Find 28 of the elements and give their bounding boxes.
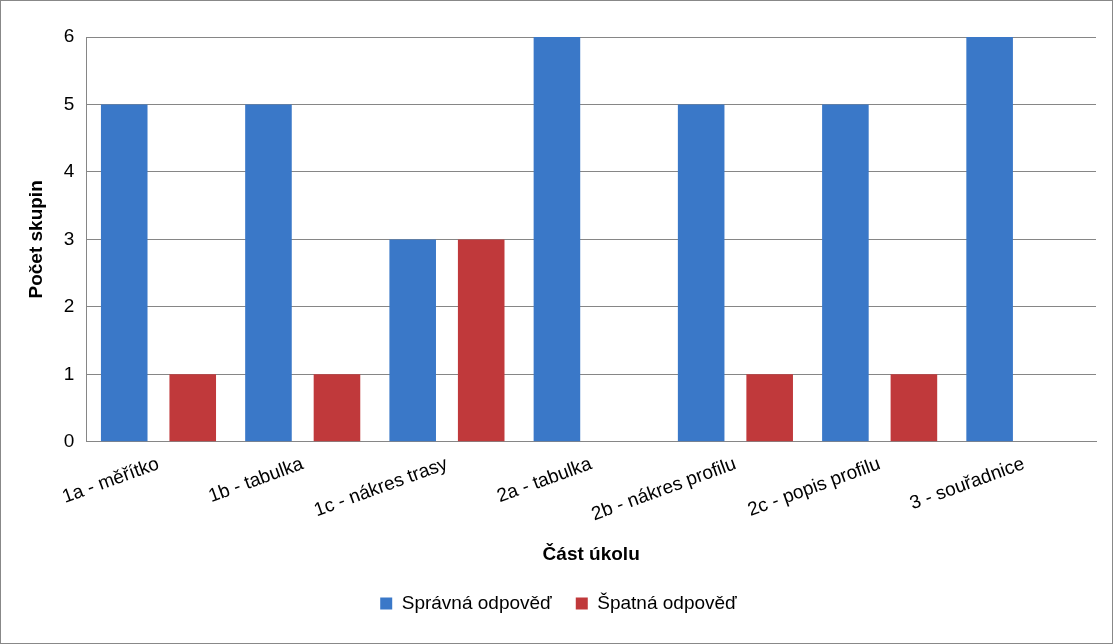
x-tick-label: 1b - tabulka <box>205 452 307 507</box>
bar <box>890 374 938 442</box>
y-tick-label: 6 <box>63 25 75 47</box>
bar <box>677 104 725 442</box>
bar <box>389 239 436 442</box>
bar <box>169 374 217 442</box>
x-axis-title: Část úkolu <box>542 542 640 564</box>
y-tick-label: 4 <box>63 160 75 182</box>
bar <box>457 239 505 442</box>
x-tick-label: 2c - popis profilu <box>744 452 883 520</box>
y-tick-label: 3 <box>63 227 75 249</box>
x-tick-label: 1a - měřítko <box>59 452 162 507</box>
y-axis-title: Počet skupin <box>24 180 46 299</box>
x-tick-label: 2a - tabulka <box>493 452 595 507</box>
x-tick-label: 1c - nákres trasy <box>310 452 451 521</box>
bar <box>313 374 361 442</box>
bar <box>245 104 292 442</box>
bar <box>966 37 1013 442</box>
bar <box>822 104 869 442</box>
bar <box>100 104 148 442</box>
y-tick-label: 1 <box>63 362 75 384</box>
legend-label: Správná odpověď <box>401 591 553 613</box>
bar <box>533 37 581 442</box>
y-tick-label: 2 <box>63 295 75 317</box>
bar <box>746 374 793 442</box>
y-tick-label: 5 <box>63 92 75 114</box>
y-tick-label: 0 <box>63 430 75 451</box>
legend-label: Špatná odpověď <box>597 591 738 613</box>
